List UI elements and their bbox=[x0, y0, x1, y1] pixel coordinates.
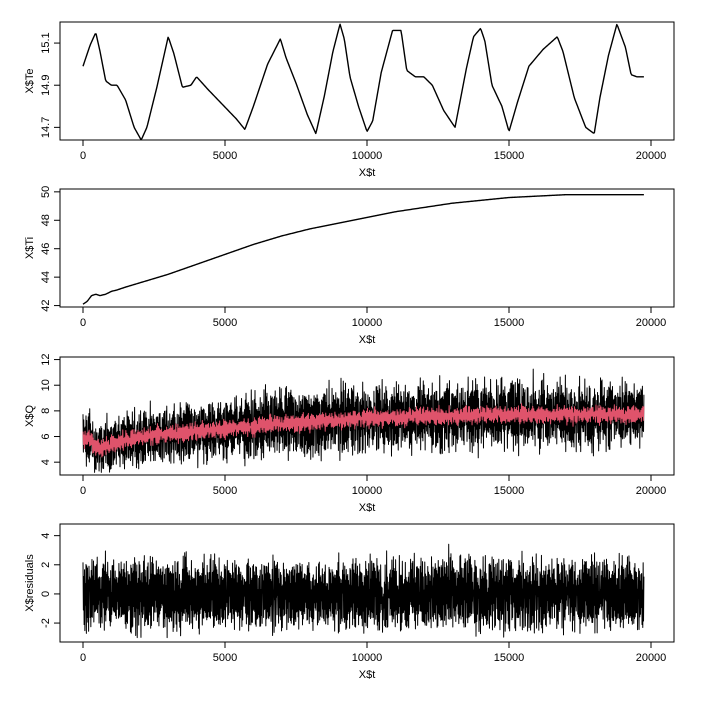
x-tick-label: 0 bbox=[80, 317, 86, 329]
y-tick-label: 14.9 bbox=[40, 75, 52, 96]
x-tick-label: 10000 bbox=[352, 317, 383, 329]
y-tick-label: 50 bbox=[40, 186, 52, 198]
x-axis-title: X$t bbox=[359, 502, 376, 514]
x-axis-title: X$t bbox=[359, 334, 376, 346]
y-tick-label: 4 bbox=[40, 533, 52, 539]
plot-frame bbox=[59, 21, 675, 141]
x-axis-title: X$t bbox=[359, 167, 376, 179]
x-tick-label: 20000 bbox=[636, 317, 667, 329]
y-tick-label: 44 bbox=[40, 271, 52, 283]
chart-panel-3: 0 5000 10000 15000 20000 4 6 8 10 12 X$t X$Q bbox=[24, 353, 675, 514]
x-tick-label: 10000 bbox=[352, 652, 383, 664]
chart-panel-4: 0 5000 10000 15000 20000 -2 0 2 4 X$t X$residuals bbox=[24, 523, 675, 681]
x-tick-label: 10000 bbox=[352, 485, 383, 497]
x-tick-label: 5000 bbox=[213, 150, 237, 162]
x-tick-label: 0 bbox=[80, 485, 86, 497]
x-tick-label: 20000 bbox=[636, 150, 667, 162]
y-tick-label: 0 bbox=[40, 591, 52, 597]
y-axis-title: X$Ti bbox=[24, 237, 36, 259]
y-tick-label: 4 bbox=[40, 459, 52, 465]
y-tick-label: 8 bbox=[40, 408, 52, 414]
x-tick-label: 5000 bbox=[213, 485, 237, 497]
y-tick-label: 15.1 bbox=[40, 32, 52, 53]
series-line-1 bbox=[82, 23, 644, 141]
y-tick-label: -2 bbox=[40, 618, 52, 628]
y-axis-title: X$Te bbox=[24, 68, 36, 93]
x-tick-label: 0 bbox=[80, 652, 86, 664]
y-tick-label: 48 bbox=[40, 214, 52, 226]
x-tick-label: 5000 bbox=[213, 317, 237, 329]
series-line-1 bbox=[82, 193, 644, 305]
y-axis-title: X$Q bbox=[24, 405, 36, 427]
x-tick-label: 0 bbox=[80, 150, 86, 162]
y-tick-label: 10 bbox=[40, 379, 52, 391]
plot-frame bbox=[59, 188, 675, 308]
x-tick-label: 5000 bbox=[213, 652, 237, 664]
x-tick-label: 20000 bbox=[636, 652, 667, 664]
x-tick-label: 15000 bbox=[494, 652, 525, 664]
y-tick-label: 46 bbox=[40, 243, 52, 255]
y-axis-title: X$residuals bbox=[24, 554, 36, 612]
series-line-1 bbox=[82, 543, 645, 639]
y-tick-label: 6 bbox=[40, 433, 52, 439]
x-axis-title: X$t bbox=[359, 669, 376, 681]
y-tick-label: 42 bbox=[40, 299, 52, 311]
series-line-1 bbox=[82, 368, 645, 473]
x-tick-label: 20000 bbox=[636, 485, 667, 497]
x-tick-label: 15000 bbox=[494, 150, 525, 162]
y-tick-label: 14.7 bbox=[40, 117, 52, 138]
y-tick-label: 2 bbox=[40, 562, 52, 568]
y-tick-label: 12 bbox=[40, 353, 52, 365]
series-line-2 bbox=[82, 402, 645, 458]
chart-panel-2: 0 5000 10000 15000 20000 42 44 46 48 50 X$t X$Ti bbox=[24, 186, 675, 346]
x-tick-label: 15000 bbox=[494, 317, 525, 329]
chart-panel-1: 0 5000 10000 15000 20000 14.7 14.9 15.1 X$t X$Te bbox=[24, 21, 675, 179]
x-tick-label: 15000 bbox=[494, 485, 525, 497]
x-tick-label: 10000 bbox=[352, 150, 383, 162]
